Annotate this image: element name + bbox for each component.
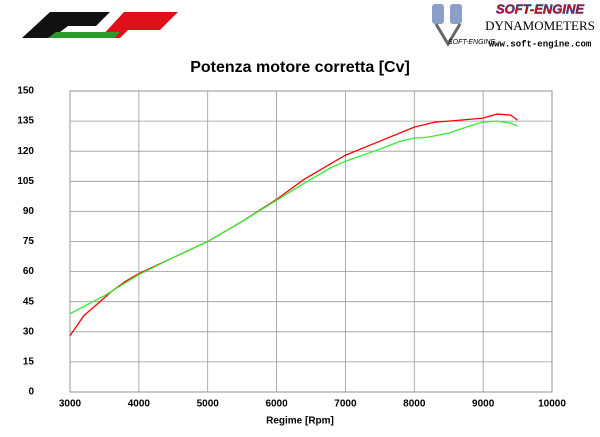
x-tick-label: 4000: [128, 399, 151, 410]
power-curve: [69, 113, 518, 337]
x-tick-label: 10000: [538, 399, 566, 410]
y-tick-label: 90: [23, 206, 35, 217]
x-axis-label: Regime [Rpm]: [266, 416, 334, 427]
y-tick-label: 30: [23, 326, 35, 337]
logo-text: SOFT-ENGINE: [448, 39, 496, 46]
y-tick-label: 75: [23, 236, 35, 247]
brand: SOFT-ENGINE: [496, 1, 584, 16]
x-tick-label: 7000: [334, 399, 357, 410]
x-tick-label: 5000: [197, 399, 220, 410]
right-logo: SOFT-ENGINE: [432, 4, 496, 47]
power-curve: [69, 120, 518, 315]
y-tick-label: 60: [23, 266, 35, 277]
tagline: DYNAMOMETERS: [485, 18, 595, 33]
url: www.soft-engine.com: [489, 39, 592, 49]
x-tick-label: 8000: [403, 399, 426, 410]
y-tick-label: 45: [23, 296, 35, 307]
y-tick-label: 15: [23, 357, 35, 368]
y-tick-label: 120: [17, 146, 34, 157]
y-tick-label: 105: [17, 176, 34, 187]
y-tick-label: 0: [28, 387, 34, 398]
x-tick-label: 9000: [472, 399, 495, 410]
x-tick-label: 3000: [59, 399, 82, 410]
left-logo: [22, 12, 178, 38]
x-tick-label: 6000: [265, 399, 288, 410]
chart-title: Potenza motore corretta [Cv]: [190, 59, 410, 76]
y-tick-label: 135: [17, 116, 34, 127]
y-tick-label: 150: [17, 86, 34, 97]
